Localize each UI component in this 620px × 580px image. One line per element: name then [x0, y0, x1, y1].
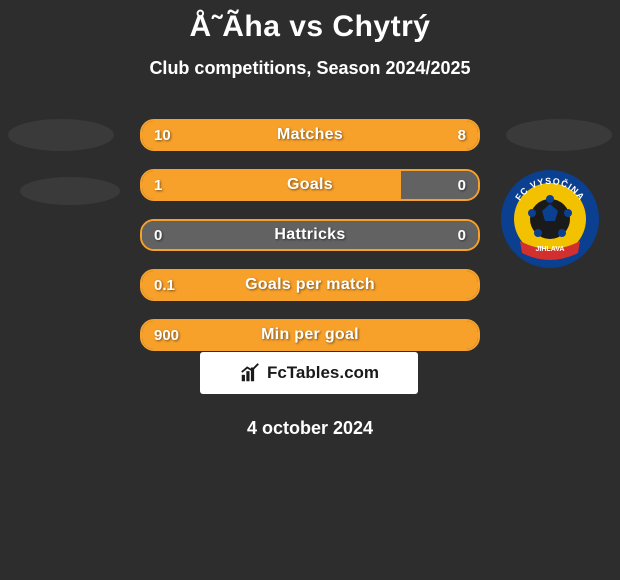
bar-label: Hattricks	[142, 221, 478, 249]
player-right-avatar-placeholder	[506, 119, 612, 151]
player-left-avatar-placeholder	[8, 119, 114, 151]
bar-row: 900Min per goal	[140, 319, 480, 351]
page-title: Å˜Ãha vs Chytrý	[0, 0, 620, 44]
bar-label: Matches	[142, 121, 478, 149]
bar-row: 00Hattricks	[140, 219, 480, 251]
date-line: 4 october 2024	[0, 418, 620, 439]
comparison-bars: 108Matches 10Goals 00Hattricks 0.1Goals per…	[140, 119, 480, 369]
chart-icon	[239, 362, 261, 384]
bar-label: Min per goal	[142, 321, 478, 349]
club-badge-right: FC VYSOČINA JIHLAVA	[500, 169, 600, 269]
bar-row: 0.1Goals per match	[140, 269, 480, 301]
page-subtitle: Club competitions, Season 2024/2025	[0, 58, 620, 79]
svg-text:JIHLAVA: JIHLAVA	[536, 246, 565, 253]
brand-text: FcTables.com	[267, 363, 379, 383]
bar-row: 108Matches	[140, 119, 480, 151]
club-badge-svg: FC VYSOČINA JIHLAVA	[500, 169, 600, 269]
root: Å˜Ãha vs Chytrý Club competitions, Seaso…	[0, 0, 620, 580]
bar-row: 10Goals	[140, 169, 480, 201]
bar-label: Goals per match	[142, 271, 478, 299]
brand-watermark: FcTables.com	[200, 352, 418, 394]
player-left-club-placeholder	[20, 177, 120, 205]
bar-label: Goals	[142, 171, 478, 199]
